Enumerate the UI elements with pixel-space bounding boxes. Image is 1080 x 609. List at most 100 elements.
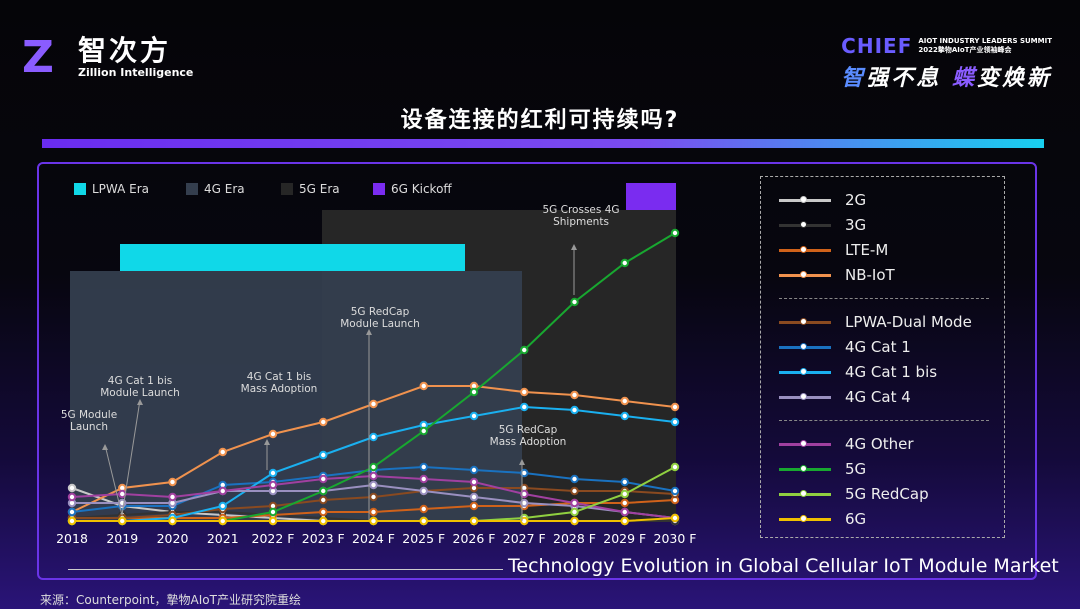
data-point [419, 516, 428, 526]
data-point [520, 387, 529, 397]
slogan-part: 蝶 [951, 66, 977, 91]
legend-item-nb-iot: NB-IoT [779, 265, 895, 285]
annotation-label: Launch [70, 421, 108, 433]
event-branding: CHIEF AIOT INDUSTRY LEADERS SUMMIT 2022摯… [841, 34, 1052, 92]
data-point [469, 477, 479, 487]
data-point [620, 477, 629, 487]
x-tick-label: 2023 F [302, 531, 345, 546]
era-label: 6G Kickoff [391, 182, 452, 196]
series-legend: 2G 3G LTE-M NB-IoT LPWA-Dual Mode 4G Cat 1 4G … [760, 176, 1005, 538]
data-point [670, 417, 680, 427]
data-point [268, 468, 278, 478]
data-point [570, 486, 579, 496]
slogan-part: 智 [841, 66, 867, 91]
era-legend: LPWA Era 4G Era 5G Era 6G Kickoff [74, 182, 452, 196]
x-tick-label: 2030 F [654, 531, 697, 546]
legend-marker-icon [800, 392, 807, 400]
x-tick-label: 2026 F [453, 531, 496, 546]
era-legend-5g: 5G Era [281, 182, 373, 196]
legend-marker-icon [800, 220, 807, 228]
data-point [218, 501, 227, 511]
data-point [520, 402, 529, 412]
legend-marker-icon [800, 270, 807, 278]
legend-label: 6G [845, 510, 867, 528]
data-point [369, 480, 378, 490]
page-title: 设备连接的红利可持续吗? [400, 108, 680, 133]
legend-label: 5G RedCap [845, 485, 929, 503]
data-point [369, 462, 378, 472]
annotation-arrowhead [519, 459, 525, 465]
data-point [369, 399, 378, 409]
data-point [670, 228, 680, 238]
annotation-label: 4G Cat 1 bis [247, 371, 311, 383]
x-tick-label: 2027 F [503, 531, 546, 546]
data-point [520, 468, 529, 478]
legend-line-icon [779, 195, 831, 203]
legend-line-icon [779, 489, 831, 497]
annotation-arrowhead [571, 244, 577, 250]
legend-line-icon [779, 464, 831, 472]
x-tick-label: 2029 F [603, 531, 646, 546]
legend-line-icon [779, 317, 831, 325]
zillion-logo: Z 智次方 Zillion Intelligence [22, 34, 193, 82]
legend-label: 4G Cat 4 [845, 388, 911, 406]
legend-divider [779, 420, 989, 421]
era-swatch [186, 183, 198, 195]
data-point [620, 516, 629, 526]
data-point [419, 486, 428, 496]
annotation-label: 4G Cat 1 bis [108, 375, 172, 387]
data-point [520, 516, 529, 526]
era-6g-region [626, 183, 676, 210]
data-point [268, 507, 278, 517]
legend-line-icon [779, 392, 831, 400]
legend-label: 3G [845, 216, 867, 234]
data-point [319, 417, 328, 427]
annotation-label: 5G RedCap [499, 424, 558, 436]
data-point [469, 492, 479, 502]
era-swatch [373, 183, 385, 195]
annotation-arrowhead [264, 439, 270, 445]
event-subtitle-cn: 2022摯物AIoT产业领袖峰会 [918, 46, 1012, 54]
data-point [570, 297, 579, 307]
legend-marker-icon [800, 514, 807, 522]
data-point [369, 507, 378, 517]
source-note: 来源：Counterpoint，摯物AIoT产业研究院重绘 [40, 593, 301, 607]
data-point [570, 516, 579, 526]
legend-line-icon [779, 342, 831, 350]
legend-line-icon [779, 220, 831, 228]
legend-label: LTE-M [845, 241, 889, 259]
legend-item-lpwa-dual-mode: LPWA-Dual Mode [779, 312, 972, 332]
legend-marker-icon [800, 367, 807, 375]
legend-label: 4G Other [845, 435, 914, 453]
era-label: LPWA Era [92, 182, 150, 196]
legend-marker-icon [800, 195, 807, 203]
data-point [319, 450, 328, 460]
annotation-arrowhead [366, 329, 372, 335]
annotation-label: Module Launch [340, 318, 420, 330]
annotation-label: Mass Adoption [490, 436, 567, 448]
era-label: 5G Era [299, 182, 340, 196]
data-point [469, 465, 479, 475]
data-point [319, 486, 328, 496]
data-point [67, 492, 77, 502]
data-point [118, 516, 127, 526]
legend-line-icon [779, 245, 831, 253]
data-point [620, 396, 629, 406]
data-point [218, 516, 227, 526]
legend-label: 5G [845, 460, 867, 478]
legend-line-icon [779, 514, 831, 522]
data-point [67, 516, 77, 526]
data-point [268, 480, 278, 490]
annotation-arrowhead [137, 399, 143, 405]
annotation-label: Mass Adoption [241, 383, 318, 395]
data-point [570, 405, 579, 415]
data-point [469, 501, 479, 511]
data-point [670, 513, 680, 523]
x-tick-label: 2021 [207, 531, 239, 546]
legend-marker-icon [800, 439, 807, 447]
legend-line-icon [779, 439, 831, 447]
annotation-label: Shipments [553, 216, 609, 228]
legend-item-5g: 5G [779, 459, 866, 479]
chief-logo: CHIEF [841, 34, 913, 58]
data-point [620, 489, 629, 499]
